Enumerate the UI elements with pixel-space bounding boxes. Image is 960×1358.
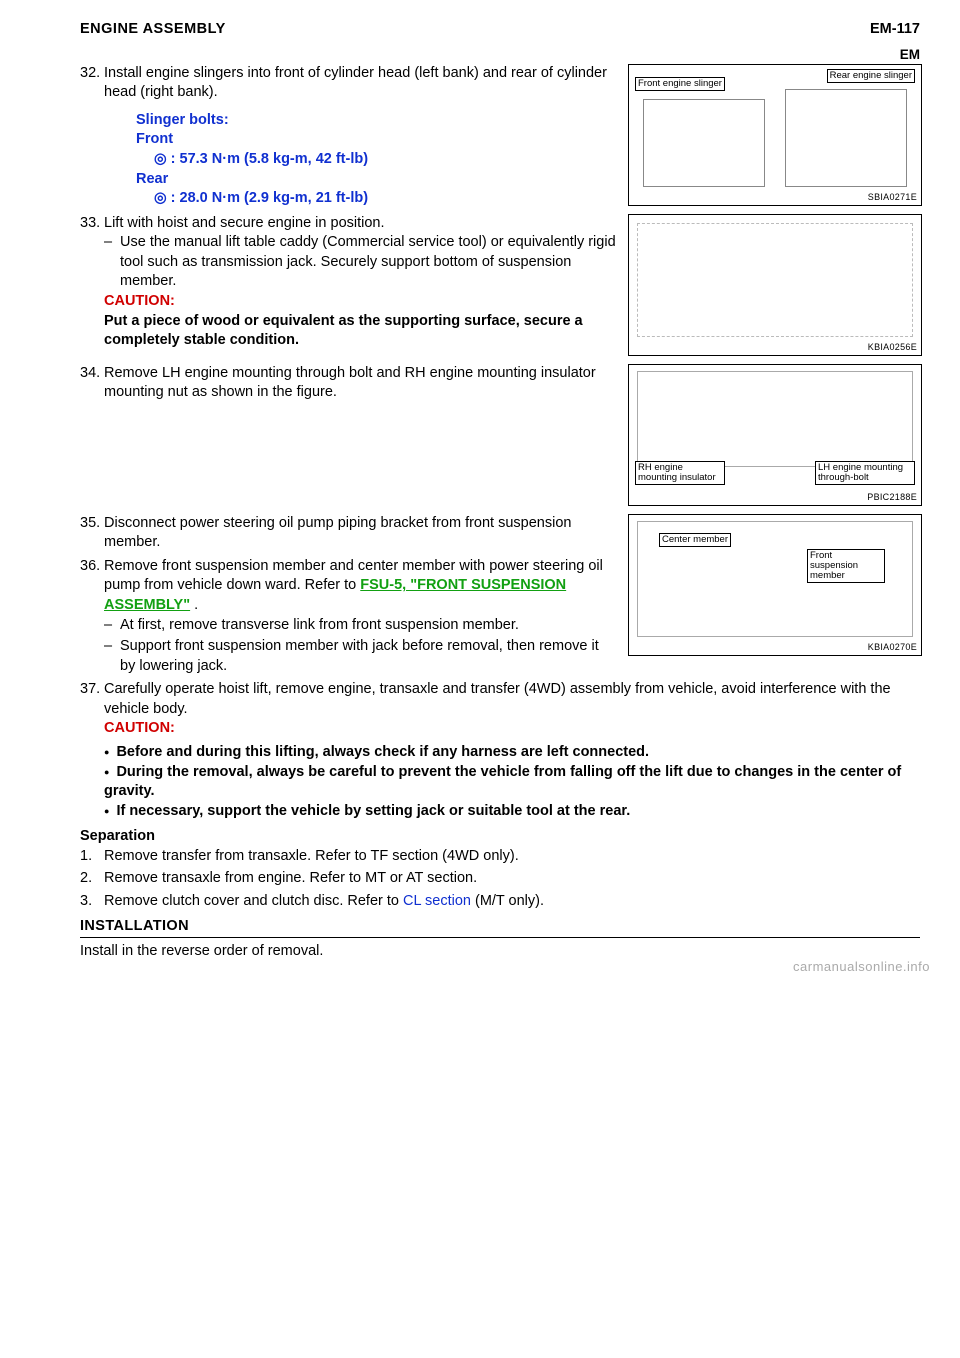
page-number: EM-117: [870, 20, 920, 40]
step-37-cautions: Before and during this lifting, always c…: [104, 743, 920, 821]
step-37: Carefully operate hoist lift, remove eng…: [80, 680, 920, 821]
sep-step-1: Remove transfer from transaxle. Refer to…: [80, 847, 920, 867]
sep-step-2: Remove transaxle from engine. Refer to M…: [80, 869, 920, 889]
figure-hoist: KBIA0256E: [628, 214, 922, 356]
step-33: Lift with hoist and secure engine in pos…: [80, 214, 616, 351]
sep-step-3-xref[interactable]: CL section: [403, 893, 471, 909]
caution-label-37: CAUTION:: [104, 720, 175, 736]
fig3-id: PBIC2188E: [867, 491, 917, 503]
slinger-rear-label: Rear: [104, 170, 616, 190]
sep-step-3-pre: Remove clutch cover and clutch disc. Ref…: [104, 893, 403, 909]
figure-mounting: RH engine mounting insulator LH engine m…: [628, 364, 922, 506]
caution-label-33: CAUTION:: [104, 293, 175, 309]
fig1-rear-label: Rear engine slinger: [827, 69, 915, 83]
step-36-note2: Support front suspension member with jac…: [104, 637, 616, 676]
figure-members: Center member Front suspension member KB…: [628, 514, 922, 656]
fig1-id: SBIA0271E: [868, 191, 917, 203]
sep-step-3-post: (M/T only).: [471, 893, 544, 909]
slinger-bolts-heading: Slinger bolts:: [104, 111, 616, 131]
installation-heading: INSTALLATION: [80, 917, 920, 938]
fig4-id: KBIA0270E: [868, 641, 917, 653]
step-37-c2: During the removal, always be careful to…: [104, 763, 920, 802]
torque-icon: [154, 190, 171, 206]
step-33-caution-text: Put a piece of wood or equivalent as the…: [104, 312, 616, 351]
figure-slingers: Front engine slinger Rear engine slinger…: [628, 64, 922, 206]
step-37-text: Carefully operate hoist lift, remove eng…: [104, 681, 891, 717]
step-33-sub1: Use the manual lift table caddy (Commerc…: [104, 233, 616, 292]
slinger-front-torque: : 57.3 N·m (5.8 kg-m, 42 ft-lb): [171, 151, 368, 167]
tab-label: EM: [900, 47, 920, 62]
slinger-front-label: Front: [104, 130, 616, 150]
step-36-after: .: [190, 597, 198, 613]
section-header: ENGINE ASSEMBLY: [80, 20, 226, 40]
step-37-c1: Before and during this lifting, always c…: [104, 743, 920, 763]
slinger-rear-torque: : 28.0 N·m (2.9 kg-m, 21 ft-lb): [171, 190, 368, 206]
sep-step-3: Remove clutch cover and clutch disc. Ref…: [80, 892, 920, 912]
step-33-text: Lift with hoist and secure engine in pos…: [104, 215, 385, 231]
separation-heading: Separation: [80, 827, 920, 847]
fig3-lh-label: LH engine mounting through-bolt: [815, 461, 915, 485]
fig2-id: KBIA0256E: [868, 341, 917, 353]
step-36: Remove front suspension member and cente…: [80, 557, 616, 676]
step-35: Disconnect power steering oil pump pipin…: [80, 514, 616, 553]
step-37-c3: If necessary, support the vehicle by set…: [104, 802, 920, 822]
fig3-rh-label: RH engine mounting insulator: [635, 461, 725, 485]
watermark: carmanualsonline.info: [793, 958, 930, 976]
step-32: Install engine slingers into front of cy…: [80, 64, 616, 209]
torque-icon: [154, 151, 171, 167]
step-34: Remove LH engine mounting through bolt a…: [80, 364, 616, 403]
fig1-front-label: Front engine slinger: [635, 77, 725, 91]
step-36-note1: At first, remove transverse link from fr…: [104, 616, 616, 636]
